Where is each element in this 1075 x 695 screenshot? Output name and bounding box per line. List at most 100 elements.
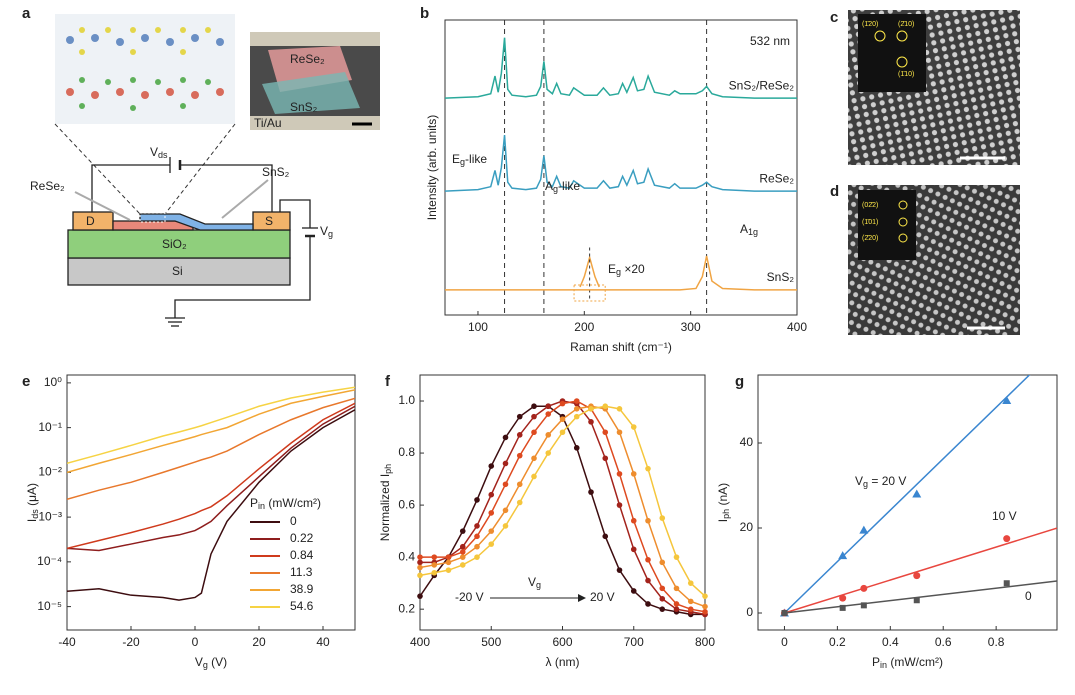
label-part: ds xyxy=(158,150,168,160)
point xyxy=(502,481,509,488)
y-tick-label: 20 xyxy=(740,520,754,534)
x-tick-label: 0.6 xyxy=(935,635,952,649)
panel-label: b xyxy=(420,5,429,22)
label-part: V xyxy=(855,474,863,488)
point xyxy=(839,594,847,602)
label-part: P xyxy=(872,655,880,669)
y-tick-label: 10⁻² xyxy=(38,465,62,479)
point xyxy=(559,429,566,436)
x-tick-label: 200 xyxy=(574,320,594,334)
x-axis-label: Pin (mW/cm²) xyxy=(872,655,943,670)
point xyxy=(659,606,666,612)
label-part: ×20 xyxy=(621,262,645,276)
point xyxy=(488,528,495,534)
annotation: 532 nm xyxy=(750,34,790,48)
point xyxy=(860,602,867,609)
point xyxy=(602,455,609,462)
label-part: (nA) xyxy=(716,483,730,509)
micrograph: (1̄20) (2̄10) (1̄10) xyxy=(848,10,1020,165)
vds-label: Vds xyxy=(150,145,168,160)
y-tick-label: 40 xyxy=(740,435,754,449)
point xyxy=(459,543,466,550)
y-tick-label: 0.8 xyxy=(398,445,415,459)
label-part: Intensity (arb. units) xyxy=(425,115,439,220)
point xyxy=(445,554,452,560)
annotation: Vg xyxy=(528,575,541,590)
y-tick-label: 10⁻¹ xyxy=(38,420,62,434)
x-tick-label: 0 xyxy=(192,635,199,649)
electrode-label: D xyxy=(86,214,95,228)
fit-line xyxy=(783,375,1031,614)
y-tick-label: 0 xyxy=(746,605,753,619)
legend-label: 0.84 xyxy=(290,548,314,562)
panel-label: d xyxy=(830,183,839,200)
annotation: Eg ×20 xyxy=(608,262,645,277)
point xyxy=(531,413,537,420)
plot-frame xyxy=(66,374,356,631)
point xyxy=(573,445,580,451)
point xyxy=(573,413,580,420)
point xyxy=(445,567,452,573)
label-part: g xyxy=(553,184,558,194)
inset-label: Ti/Au xyxy=(254,116,282,130)
fft-label: (02̄2) xyxy=(862,202,878,209)
point xyxy=(516,413,523,420)
point xyxy=(417,593,423,599)
point xyxy=(687,606,694,612)
label-part: 20 V xyxy=(590,590,615,604)
label-part: -20 V xyxy=(455,590,484,604)
point xyxy=(431,562,438,568)
x-tick-label: 0.4 xyxy=(882,635,899,649)
series-line xyxy=(67,389,355,474)
point xyxy=(645,517,651,524)
point xyxy=(531,403,537,410)
point xyxy=(630,471,637,477)
point xyxy=(659,515,666,521)
annotation: A1g xyxy=(740,222,758,237)
x-axis-label: Vg (V) xyxy=(195,655,227,670)
annotation: -20 V xyxy=(455,590,484,604)
point xyxy=(531,473,537,480)
layer-label: Si xyxy=(172,264,183,278)
point xyxy=(630,588,637,594)
fft-label: (2̄20) xyxy=(862,235,878,242)
series-line xyxy=(445,134,797,192)
point xyxy=(687,580,694,586)
point xyxy=(545,450,552,456)
point xyxy=(1002,396,1012,404)
point xyxy=(912,489,922,498)
label-part: 1g xyxy=(748,227,758,237)
series-label: SnS₂/ReSe₂ xyxy=(729,78,795,92)
y-tick-label: 0.6 xyxy=(398,497,415,511)
x-tick-label: -20 xyxy=(122,635,140,649)
layer-label: SiO₂ xyxy=(162,237,187,251)
plot-frame xyxy=(757,374,1058,631)
point xyxy=(545,411,552,417)
fit-line xyxy=(784,527,1057,614)
point xyxy=(459,528,466,534)
fft-label: (2̄10) xyxy=(898,21,914,28)
point xyxy=(630,517,637,524)
point xyxy=(645,556,651,563)
point xyxy=(502,434,509,441)
x-axis-label: Raman shift (cm⁻¹) xyxy=(570,340,672,354)
point xyxy=(588,419,594,425)
point xyxy=(616,406,623,412)
x-tick-label: 400 xyxy=(410,635,430,649)
point xyxy=(417,559,423,566)
series-line xyxy=(67,405,355,552)
y-axis-label: Intensity (arb. units) xyxy=(425,115,439,220)
y-axis-label: Normalized Iph xyxy=(378,464,393,541)
label-part: Normalized I xyxy=(378,474,392,541)
point xyxy=(516,499,523,506)
label-part: V xyxy=(150,145,158,159)
label-part: in xyxy=(880,660,887,670)
point xyxy=(516,481,523,488)
point xyxy=(702,608,708,615)
series-line xyxy=(420,405,705,608)
micrograph: (02̄2) (1̄01) (2̄20) xyxy=(848,185,1020,335)
point xyxy=(616,502,623,508)
annotation: 10 V xyxy=(992,509,1017,523)
panel-label: e xyxy=(22,373,30,390)
legend-label: 54.6 xyxy=(290,599,314,613)
